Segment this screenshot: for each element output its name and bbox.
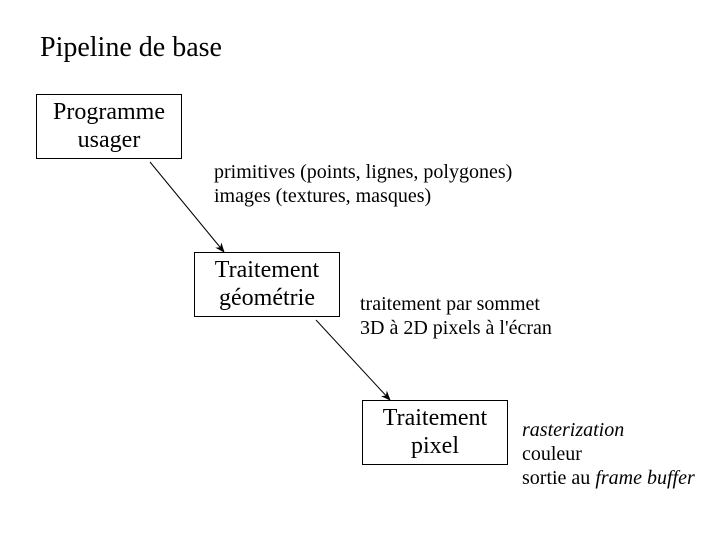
node-programme-usager: Programme usager bbox=[36, 94, 182, 159]
node-geometrie-line1: Traitement bbox=[205, 257, 329, 285]
annotation-pixel-line1: rasterization bbox=[522, 418, 695, 442]
node-pixel-line2: pixel bbox=[373, 433, 497, 461]
node-programme-line1: Programme bbox=[47, 99, 171, 127]
annotation-geometrie: traitement par sommet 3D à 2D pixels à l… bbox=[360, 292, 552, 340]
annotation-pixel: rasterization couleur sortie au frame bu… bbox=[522, 418, 695, 490]
annotation-geometrie-line2: 3D à 2D pixels à l'écran bbox=[360, 316, 552, 340]
diagram-canvas: Pipeline de base Programme usager Traite… bbox=[0, 0, 720, 540]
node-traitement-geometrie: Traitement géométrie bbox=[194, 252, 340, 317]
node-traitement-pixel: Traitement pixel bbox=[362, 400, 508, 465]
annotation-programme: primitives (points, lignes, polygones) i… bbox=[214, 160, 512, 208]
node-pixel-line1: Traitement bbox=[373, 405, 497, 433]
annotation-pixel-line2: couleur bbox=[522, 442, 695, 466]
annotation-programme-line1: primitives (points, lignes, polygones) bbox=[214, 160, 512, 184]
node-programme-line2: usager bbox=[47, 127, 171, 155]
annotation-geometrie-line1: traitement par sommet bbox=[360, 292, 552, 316]
diagram-title: Pipeline de base bbox=[40, 32, 222, 64]
annotation-programme-line2: images (textures, masques) bbox=[214, 184, 512, 208]
arrow bbox=[150, 162, 224, 252]
node-geometrie-line2: géométrie bbox=[205, 285, 329, 313]
annotation-pixel-line3: sortie au frame buffer bbox=[522, 466, 695, 490]
